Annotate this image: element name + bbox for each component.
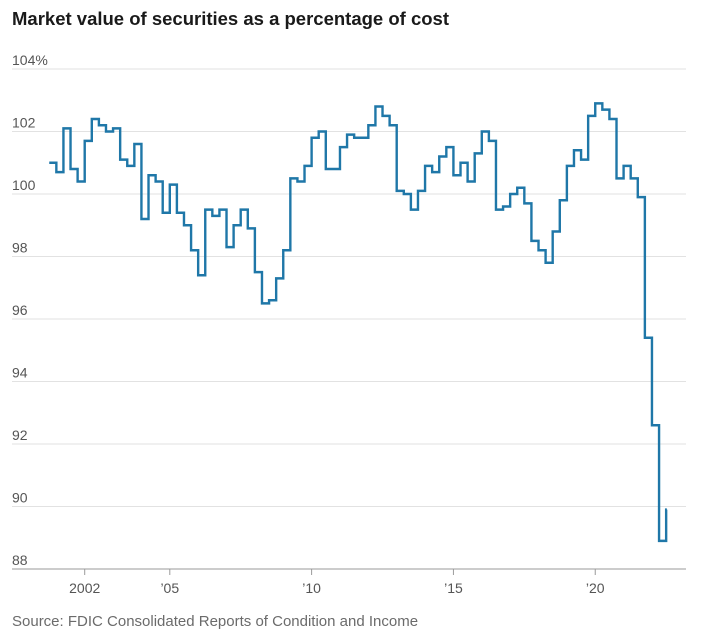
y-tick-label: 102: [12, 115, 36, 131]
series-line: [49, 102, 668, 543]
gridlines: 104% 102 100 98 96 94 92 90 88: [12, 52, 686, 568]
series-layer: [49, 102, 668, 543]
y-tick-label: 98: [12, 240, 28, 256]
x-tick-label: ’15: [444, 580, 463, 596]
y-tick-label: 96: [12, 302, 28, 318]
x-axis: 2002 ’05 ’10 ’15 ’20: [12, 568, 686, 596]
y-tick-label: 94: [12, 365, 28, 381]
x-tick-label: ’10: [302, 580, 321, 596]
y-tick-label: 104%: [12, 52, 48, 68]
y-tick-label: 88: [12, 552, 28, 568]
x-tick-label: ’05: [160, 580, 179, 596]
chart-source: Source: FDIC Consolidated Reports of Con…: [12, 613, 419, 630]
chart-title: Market value of securities as a percenta…: [12, 8, 449, 29]
y-tick-label: 100: [12, 177, 36, 193]
y-tick-label: 92: [12, 427, 28, 443]
x-tick-label: ’20: [586, 580, 605, 596]
y-tick-label: 90: [12, 490, 28, 506]
x-tick-label: 2002: [69, 580, 100, 596]
